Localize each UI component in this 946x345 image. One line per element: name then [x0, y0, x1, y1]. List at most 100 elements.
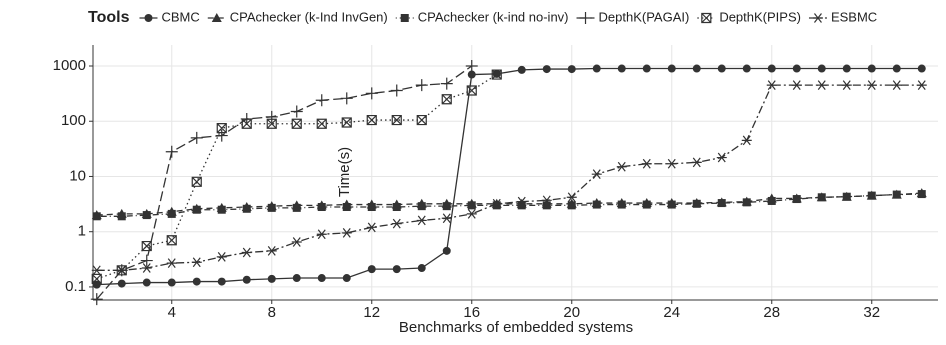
marker: [817, 64, 826, 73]
marker: [242, 204, 251, 213]
marker-shape: [116, 265, 127, 276]
marker-shape: [742, 198, 751, 207]
marker: [90, 293, 103, 306]
marker: [542, 201, 551, 210]
legend-item: CBMC: [139, 9, 200, 24]
series-line: [96, 84, 922, 271]
marker-shape: [717, 64, 726, 73]
marker: [542, 65, 551, 74]
marker: [617, 200, 626, 209]
marker: [117, 212, 126, 221]
marker-shape: [144, 14, 153, 22]
marker-shape: [267, 203, 276, 212]
marker: [440, 77, 453, 90]
marker-shape: [290, 105, 303, 118]
marker: [767, 196, 776, 205]
marker: [792, 195, 801, 204]
marker: [392, 265, 401, 274]
marker: [117, 279, 126, 288]
marker-shape: [341, 228, 352, 238]
marker: [867, 191, 876, 200]
marker: [392, 203, 401, 212]
marker: [691, 157, 702, 168]
marker-shape: [217, 277, 226, 286]
marker: [267, 274, 276, 283]
marker: [290, 105, 303, 118]
legend-title: Tools: [88, 9, 130, 26]
marker: [166, 258, 177, 268]
marker: [517, 65, 526, 74]
marker: [717, 64, 726, 73]
marker-shape: [392, 203, 401, 212]
marker-shape: [317, 203, 326, 212]
marker-shape: [717, 199, 726, 208]
marker: [166, 235, 177, 246]
marker-shape: [316, 118, 327, 129]
marker: [667, 64, 676, 73]
marker: [442, 202, 451, 211]
marker-shape: [742, 64, 751, 73]
marker-shape: [92, 212, 101, 221]
marker-shape: [817, 64, 826, 73]
marker: [316, 229, 327, 240]
marker: [267, 203, 276, 212]
marker-shape: [440, 77, 453, 90]
marker: [667, 200, 676, 209]
marker-shape: [366, 222, 377, 233]
marker-shape: [792, 195, 801, 204]
marker-shape: [767, 196, 776, 205]
marker: [592, 200, 601, 209]
marker-shape: [392, 265, 401, 274]
marker-shape: [191, 176, 202, 187]
marker-shape: [142, 278, 151, 287]
marker-shape: [541, 195, 552, 206]
marker-shape: [241, 247, 252, 258]
marker-shape: [466, 85, 477, 96]
marker: [816, 80, 827, 91]
series-line: [96, 67, 922, 286]
marker: [641, 158, 652, 169]
marker-shape: [391, 114, 402, 126]
marker: [567, 201, 576, 210]
marker-shape: [417, 202, 426, 211]
marker: [442, 246, 451, 255]
marker-shape: [916, 80, 927, 91]
marker: [417, 202, 426, 211]
marker: [241, 247, 252, 258]
marker-shape: [216, 252, 227, 262]
marker: [241, 118, 252, 129]
marker: [579, 12, 592, 24]
marker: [141, 240, 152, 252]
marker-shape: [542, 201, 551, 210]
marker-shape: [415, 79, 428, 92]
series-line: [96, 65, 473, 300]
marker: [217, 205, 226, 214]
marker: [467, 201, 476, 210]
marker: [616, 161, 627, 172]
marker: [216, 123, 227, 134]
marker-shape: [566, 192, 577, 203]
marker: [391, 114, 402, 126]
marker: [366, 114, 377, 126]
marker-shape: [442, 202, 451, 211]
marker: [742, 64, 751, 73]
marker: [492, 201, 501, 210]
y-tick-label: 10: [69, 167, 86, 184]
marker: [416, 215, 427, 226]
legend-label: ESBMC: [831, 9, 877, 24]
marker-shape: [691, 157, 702, 168]
marker-shape: [491, 69, 502, 80]
marker-shape: [342, 203, 351, 212]
marker-shape: [267, 274, 276, 283]
marker: [391, 218, 402, 229]
x-tick-label: 32: [863, 304, 880, 321]
marker: [390, 84, 403, 97]
marker-shape: [316, 229, 327, 240]
marker-shape: [266, 245, 277, 256]
marker: [842, 64, 851, 73]
legend-label: CPAchecker (k-ind no-inv): [418, 9, 569, 24]
marker: [366, 222, 377, 233]
marker: [266, 118, 277, 129]
legend-item: DepthK(PAGAI): [576, 9, 689, 24]
marker-shape: [667, 200, 676, 209]
